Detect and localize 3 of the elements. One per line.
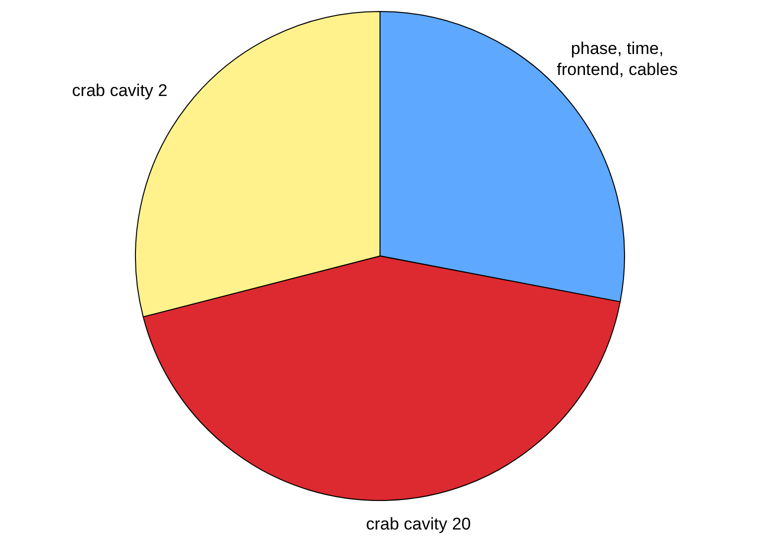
slice-label: crab cavity 20 <box>366 514 471 534</box>
slice-label: phase, time, frontend, cables <box>556 38 678 79</box>
slice-label: crab cavity 2 <box>72 80 168 100</box>
